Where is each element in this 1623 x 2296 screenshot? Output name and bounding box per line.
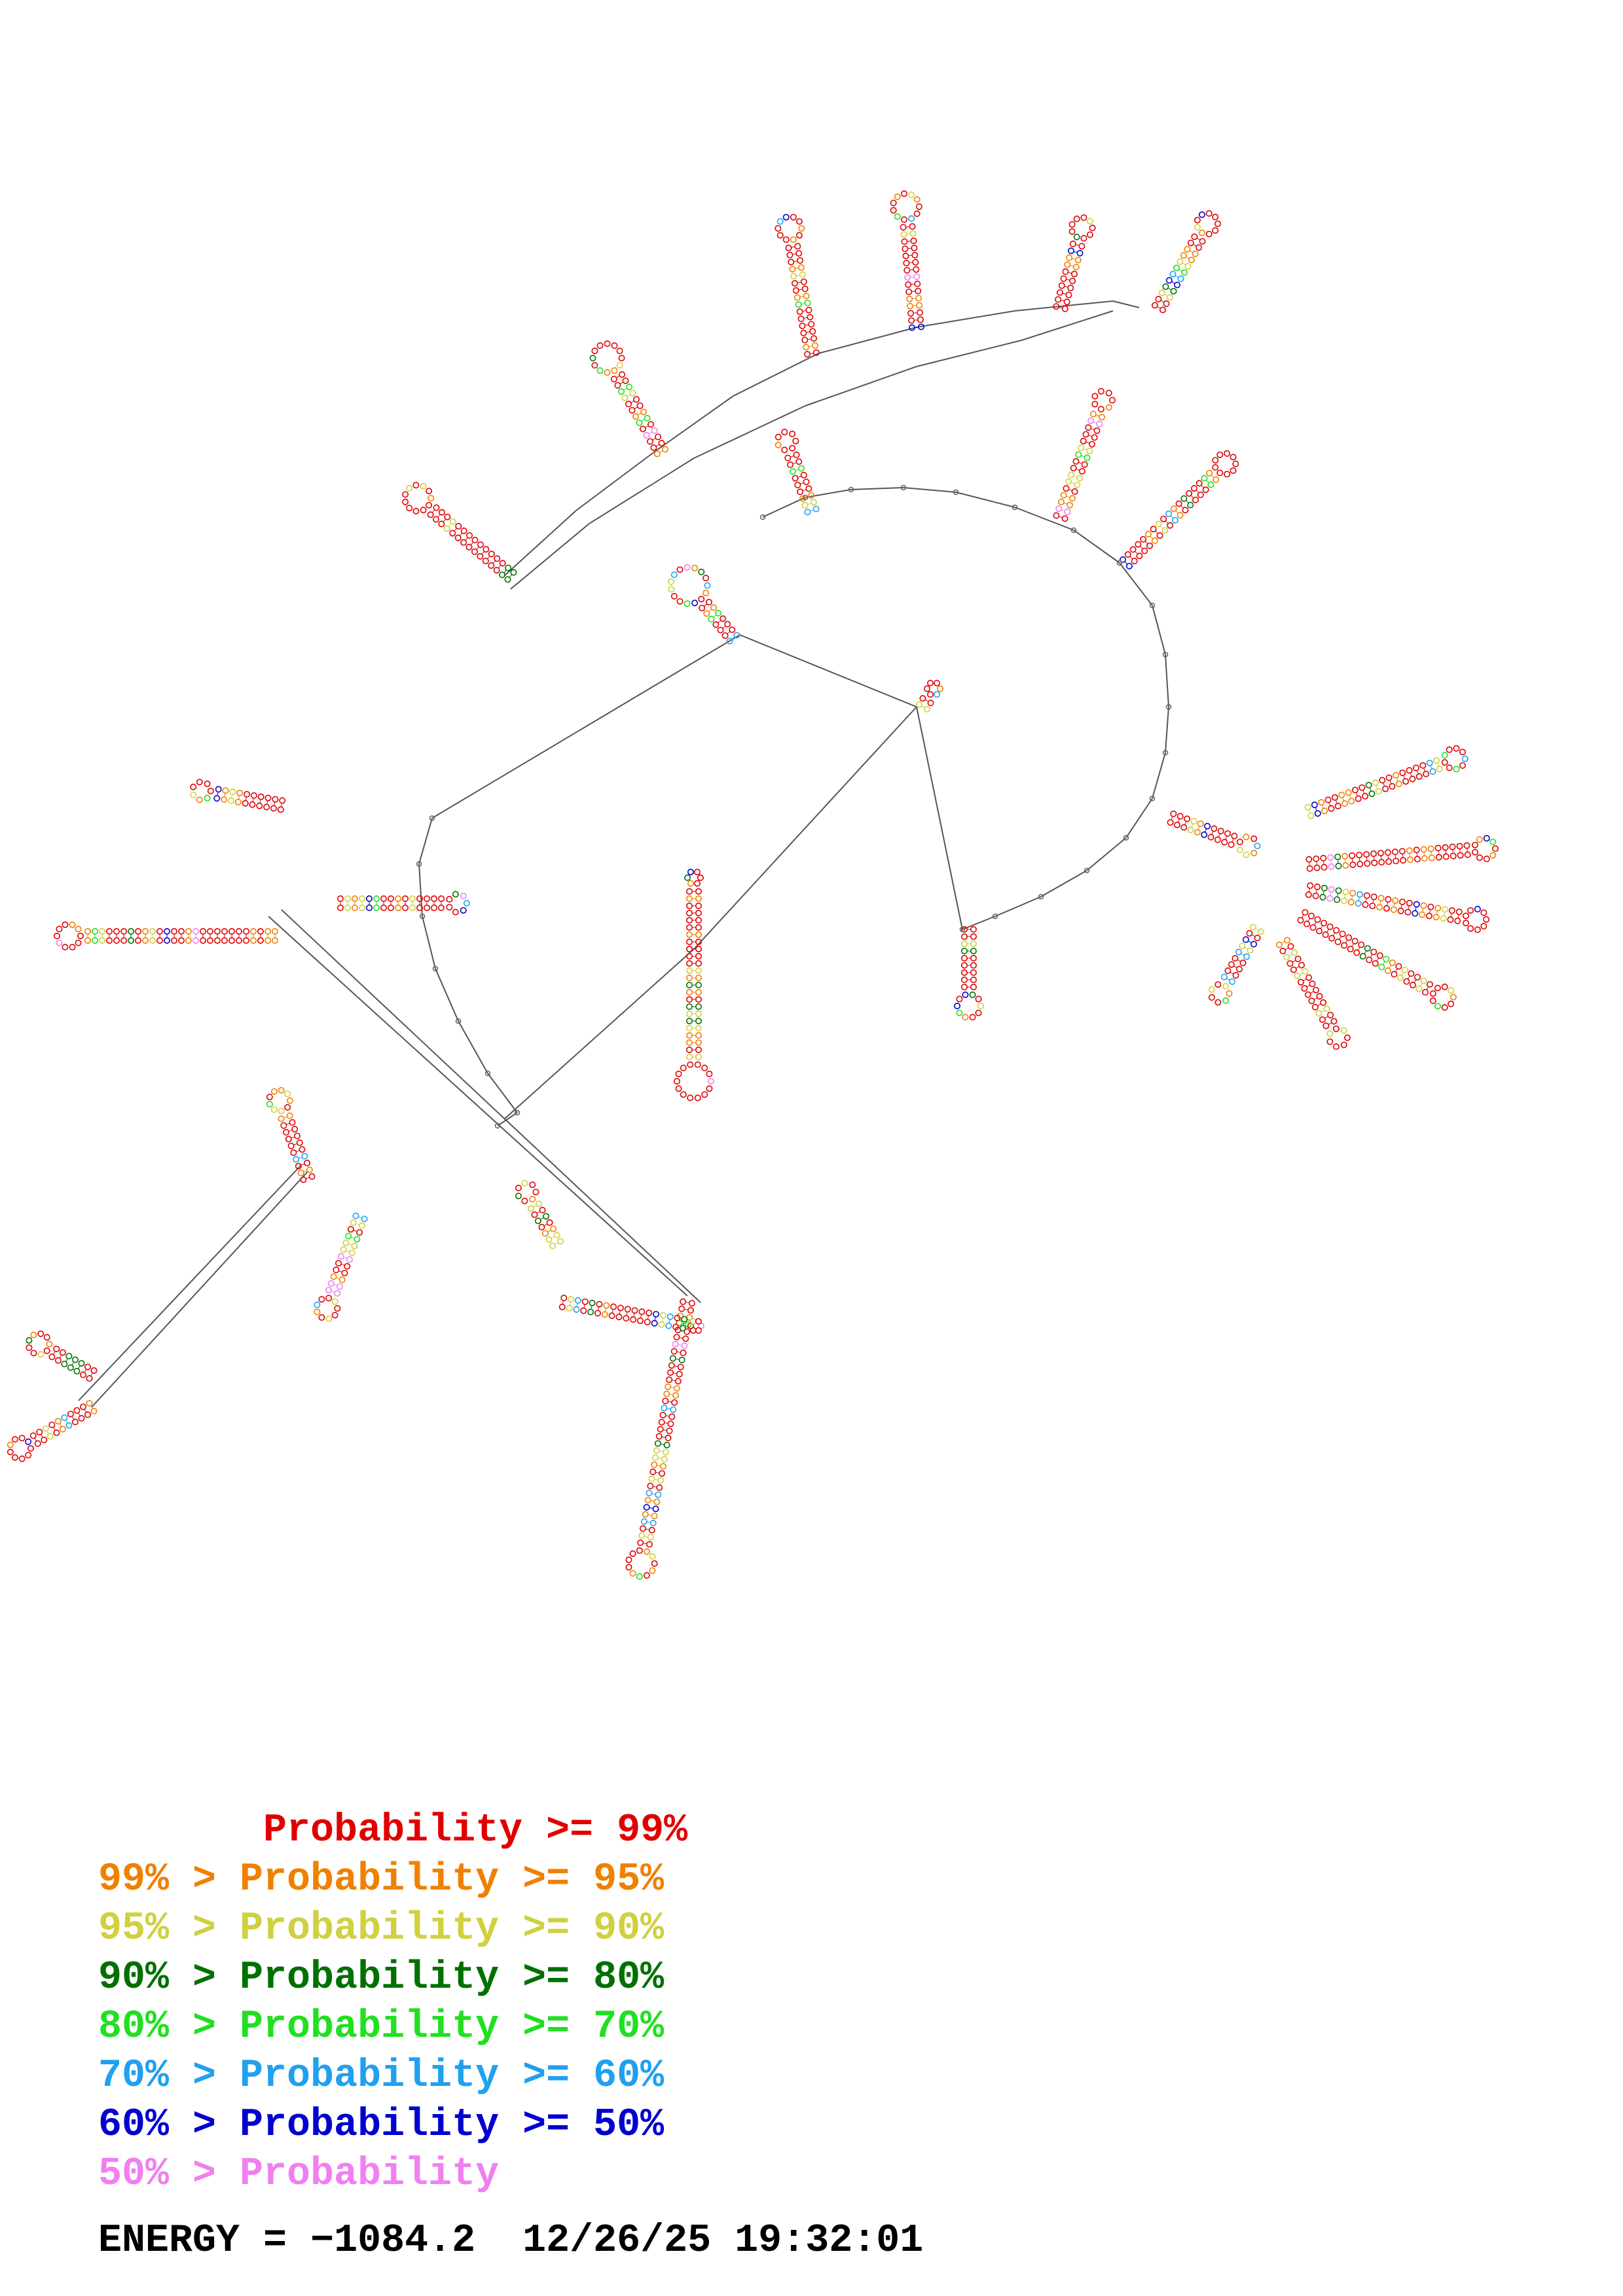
backbone-lines [78,300,1169,1408]
rna-secondary-structure-diagram [7,190,1499,1580]
helix-stems [29,223,1471,1548]
hairpin-loops [7,190,1499,1580]
legend-row-70: 80% > Probability >= 70% [98,2005,665,2049]
legend-row-90: 95% > Probability >= 90% [98,1907,665,1951]
legend-row-60: 70% > Probability >= 60% [98,2054,665,2098]
energy-footer: ENERGY = −1084.2 12/26/25 19:32:01 [98,2219,923,2263]
energy-value: −1084.2 [310,2219,476,2263]
legend-row-below-50: 50% > Probability [98,2152,500,2197]
legend-row-99: Probability >= 99% [98,1808,688,1853]
energy-label: ENERGY = [98,2219,311,2263]
legend-row-50: 60% > Probability >= 50% [98,2103,665,2147]
timestamp: 12/26/25 19:32:01 [522,2219,924,2263]
legend-row-80: 90% > Probability >= 80% [98,1956,665,2000]
legend-row-95: 99% > Probability >= 95% [98,1857,665,1902]
probability-legend: Probability >= 99% 99% > Probability >= … [98,1806,687,2199]
